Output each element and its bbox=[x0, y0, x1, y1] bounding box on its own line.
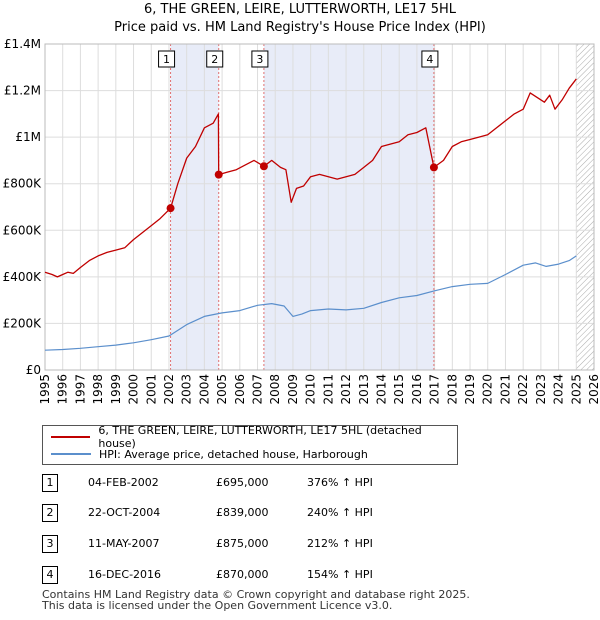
x-tick-label: 2014 bbox=[374, 374, 388, 405]
sale-point bbox=[429, 163, 438, 172]
sale-price: £839,000 bbox=[216, 506, 269, 519]
x-tick-label: 2018 bbox=[445, 374, 459, 405]
x-tick-label: 2003 bbox=[180, 374, 194, 405]
x-tick-label: 2002 bbox=[162, 374, 176, 405]
x-tick-label: 2016 bbox=[410, 374, 424, 405]
sale-date: 04-FEB-2002 bbox=[88, 476, 159, 489]
sale-label-box bbox=[421, 50, 439, 68]
footer-copyright: Contains HM Land Registry data © Crown c… bbox=[42, 588, 470, 601]
legend: 6, THE GREEN, LEIRE, LUTTERWORTH, LE17 5… bbox=[42, 424, 458, 465]
x-tick-label: 2024 bbox=[552, 374, 566, 405]
sale-label-1: 1 bbox=[158, 50, 176, 68]
legend-label-price: 6, THE GREEN, LEIRE, LUTTERWORTH, LE17 5… bbox=[98, 424, 422, 450]
sale-point bbox=[259, 162, 268, 171]
price-chart: 1 2 3 4 £0 £200K £400K £600K £800K £1M £1.2M £1.4M 1… bbox=[3, 37, 600, 405]
x-tick-label: 2001 bbox=[144, 374, 158, 405]
legend-label-hpi: HPI: Average price, detached house, Harb… bbox=[99, 447, 368, 461]
sale-point bbox=[166, 204, 175, 213]
y-tick-label: £800K bbox=[3, 177, 43, 191]
x-tick-label: 1998 bbox=[91, 374, 105, 405]
sale-number-badge: 4 bbox=[42, 566, 58, 584]
x-tick-label: 2025 bbox=[569, 374, 583, 405]
table-row: 3 11-MAY-2007 £875,000 212% ↑ HPI bbox=[42, 535, 402, 555]
sale-point bbox=[214, 170, 223, 179]
sale-label-text: 1 bbox=[163, 53, 170, 66]
legend-item-price: 6, THE GREEN, LEIRE, LUTTERWORTH, LE17 5… bbox=[51, 424, 457, 450]
hpi-line bbox=[44, 255, 577, 351]
sale-number-badge: 2 bbox=[42, 504, 58, 522]
sale-label-box bbox=[158, 50, 176, 68]
sale-price: £875,000 bbox=[216, 537, 269, 550]
sale-label-text: 4 bbox=[426, 53, 433, 66]
x-tick-label: 2006 bbox=[233, 374, 247, 405]
x-tick-label: 2009 bbox=[286, 374, 300, 405]
x-tick-label: 1996 bbox=[56, 374, 70, 405]
table-row: 1 04-FEB-2002 £695,000 376% ↑ HPI bbox=[42, 474, 402, 494]
ownership-shade bbox=[263, 44, 434, 370]
y-tick-label: £200K bbox=[3, 316, 43, 330]
table-row: 4 16-DEC-2016 £870,000 154% ↑ HPI bbox=[42, 566, 402, 586]
y-tick-label: £400K bbox=[3, 270, 43, 284]
sale-label-text: 3 bbox=[256, 53, 263, 66]
footer-license: This data is licensed under the Open Gov… bbox=[42, 599, 393, 612]
sale-label-box bbox=[251, 50, 269, 68]
y-tick-label: £1.4M bbox=[4, 37, 41, 51]
y-tick-label: £0 bbox=[26, 363, 41, 377]
x-tick-label: 1995 bbox=[38, 374, 52, 405]
x-tick-label: 2015 bbox=[392, 374, 406, 405]
sale-hpi-change: 154% ↑ HPI bbox=[307, 568, 373, 581]
chart-title: 6, THE GREEN, LEIRE, LUTTERWORTH, LE17 5… bbox=[144, 2, 456, 17]
sale-hpi-change: 240% ↑ HPI bbox=[307, 506, 373, 519]
x-tick-label: 2004 bbox=[197, 374, 211, 405]
sale-price: £870,000 bbox=[216, 568, 269, 581]
x-tick-label: 2021 bbox=[498, 374, 512, 405]
sale-label-text: 2 bbox=[211, 53, 218, 66]
x-tick-label: 1997 bbox=[73, 374, 87, 405]
sale-price: £695,000 bbox=[216, 476, 269, 489]
y-tick-label: £1M bbox=[15, 130, 41, 144]
x-tick-label: 2017 bbox=[428, 374, 442, 405]
sale-label-box bbox=[206, 50, 224, 68]
sale-date: 11-MAY-2007 bbox=[88, 537, 160, 550]
legend-item-hpi: HPI: Average price, detached house, Harb… bbox=[51, 446, 368, 462]
sale-hpi-change: 212% ↑ HPI bbox=[307, 537, 373, 550]
x-tick-label: 2010 bbox=[304, 374, 318, 405]
price-paid-line bbox=[44, 78, 577, 278]
sale-hpi-change: 376% ↑ HPI bbox=[307, 476, 373, 489]
x-tick-label: 2011 bbox=[321, 374, 335, 405]
sale-date: 16-DEC-2016 bbox=[88, 568, 162, 581]
y-tick-label: £1.2M bbox=[4, 84, 41, 98]
x-tick-label: 2023 bbox=[534, 374, 548, 405]
forecast-hatch bbox=[576, 44, 594, 370]
x-tick-label: 2020 bbox=[481, 374, 495, 405]
sale-number-badge: 1 bbox=[42, 474, 58, 492]
chart-subtitle: Price paid vs. HM Land Registry's House … bbox=[114, 20, 486, 35]
legend-swatch-price bbox=[51, 436, 91, 438]
x-tick-label: 2012 bbox=[339, 374, 353, 405]
x-tick-label: 2007 bbox=[251, 374, 265, 405]
x-tick-label: 2019 bbox=[463, 374, 477, 405]
sale-label-2: 2 bbox=[206, 50, 224, 68]
x-tick-label: 1999 bbox=[109, 374, 123, 405]
footer: Contains HM Land Registry data © Crown c… bbox=[42, 589, 470, 611]
sale-number-badge: 3 bbox=[42, 535, 58, 553]
sale-label-3: 3 bbox=[251, 50, 269, 68]
x-tick-label: 2000 bbox=[127, 374, 141, 405]
x-tick-label: 2008 bbox=[268, 374, 282, 405]
x-tick-label: 2026 bbox=[587, 374, 600, 405]
legend-swatch-hpi bbox=[51, 453, 91, 455]
x-tick-label: 2013 bbox=[357, 374, 371, 405]
x-tick-label: 2022 bbox=[516, 374, 530, 405]
sale-label-4: 4 bbox=[421, 50, 439, 68]
x-tick-label: 2005 bbox=[215, 374, 229, 405]
plot-border bbox=[44, 43, 595, 371]
table-row: 2 22-OCT-2004 £839,000 240% ↑ HPI bbox=[42, 504, 402, 524]
sale-date: 22-OCT-2004 bbox=[88, 506, 161, 519]
y-tick-label: £600K bbox=[3, 223, 43, 237]
